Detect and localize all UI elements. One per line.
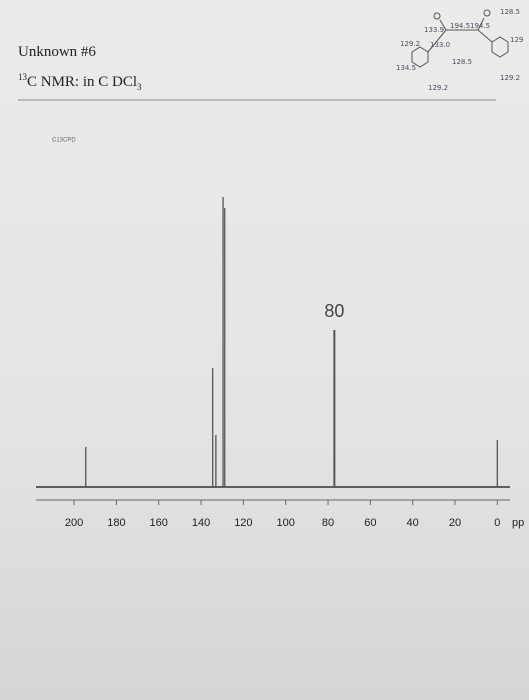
x-tick-label: 0 bbox=[494, 517, 500, 529]
x-tick-label: 200 bbox=[65, 517, 83, 529]
handwritten-note: 133.0 bbox=[430, 41, 450, 49]
handwritten-note: 129 bbox=[510, 36, 523, 44]
handwritten-note: 129.2 bbox=[428, 84, 448, 92]
handwritten-note: 133.9 bbox=[424, 26, 444, 34]
x-tick-label: 40 bbox=[407, 517, 419, 529]
x-tick-label: 140 bbox=[192, 517, 210, 529]
handwritten-note: 128.5 bbox=[452, 58, 472, 66]
annotation: 80 bbox=[324, 301, 344, 321]
x-tick-label: 100 bbox=[277, 517, 295, 529]
handwritten-note: 129.2 bbox=[500, 74, 520, 82]
handwritten-note: 128.5 bbox=[500, 8, 520, 16]
x-tick-label: 180 bbox=[107, 517, 125, 529]
spectrum-label: C13CPD bbox=[52, 138, 76, 144]
handwritten-note: 194.5 bbox=[450, 22, 470, 30]
handwritten-note: 194.5 bbox=[470, 22, 490, 30]
nmr-main: C NMR: in C DCl bbox=[27, 74, 138, 90]
title: Unknown #6 bbox=[18, 44, 96, 60]
nmr-sub: 3 bbox=[137, 82, 142, 92]
x-tick-label: 80 bbox=[322, 517, 334, 529]
x-tick-label: 20 bbox=[449, 517, 461, 529]
nmr-sup: 13 bbox=[18, 72, 27, 82]
structure-drawing bbox=[411, 9, 509, 68]
x-tick-label: 60 bbox=[364, 517, 376, 529]
x-tick-label: 120 bbox=[234, 517, 252, 529]
x-tick-label: 160 bbox=[150, 517, 168, 529]
x-axis-label: pp bbox=[512, 517, 524, 529]
handwritten-note: 134.5 bbox=[396, 64, 416, 72]
nmr-label: 13C NMR: in C DCl3 bbox=[18, 72, 142, 92]
handwritten-note: 129.2 bbox=[400, 40, 420, 48]
